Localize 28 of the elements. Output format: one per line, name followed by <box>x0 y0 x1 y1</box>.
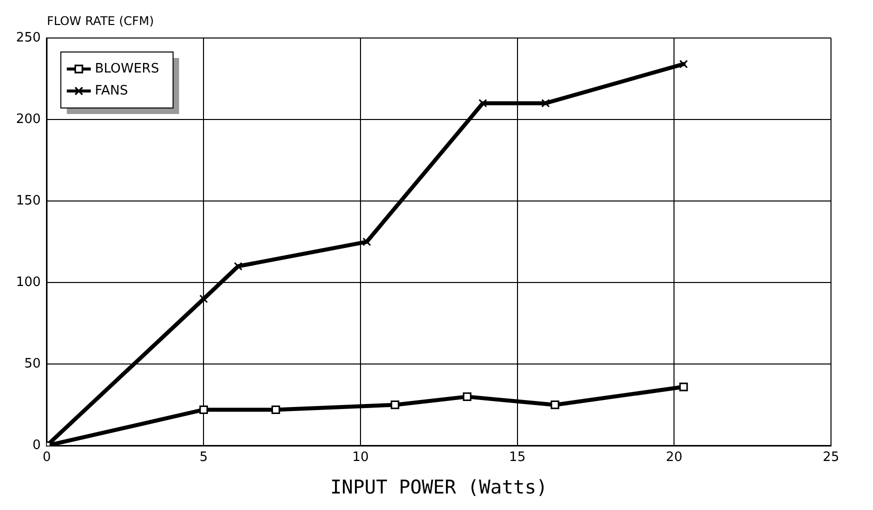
y-axis-title: FLOW RATE (CFM) <box>46 14 154 28</box>
point <box>234 262 242 271</box>
x-axis-title: INPUT POWER (Watts) <box>330 476 548 499</box>
y-tick-label: 100 <box>16 274 41 290</box>
x-tick-label: 25 <box>822 450 840 465</box>
point <box>272 405 280 414</box>
x-tick-label: 10 <box>352 450 369 465</box>
y-tick-label: 250 <box>16 30 41 46</box>
legend-label: FANS <box>94 83 128 98</box>
point <box>199 405 208 414</box>
x-tick-label: 15 <box>509 450 526 465</box>
x-tick-label: 0 <box>42 450 51 465</box>
y-tick-label: 0 <box>32 438 41 453</box>
point <box>462 392 472 401</box>
legend-label: BLOWERS <box>94 61 160 76</box>
x-tick-label: 5 <box>200 450 208 465</box>
y-tick-label: 200 <box>16 112 41 127</box>
x-tick-label: 20 <box>666 450 682 465</box>
y-tick-label: 150 <box>16 193 41 208</box>
point <box>679 60 688 68</box>
y-tick-label: 50 <box>24 356 41 372</box>
point <box>478 98 488 108</box>
point <box>541 98 550 108</box>
point <box>362 238 372 246</box>
point <box>199 294 208 304</box>
point <box>390 400 400 410</box>
point <box>679 382 688 392</box>
point <box>550 400 560 410</box>
